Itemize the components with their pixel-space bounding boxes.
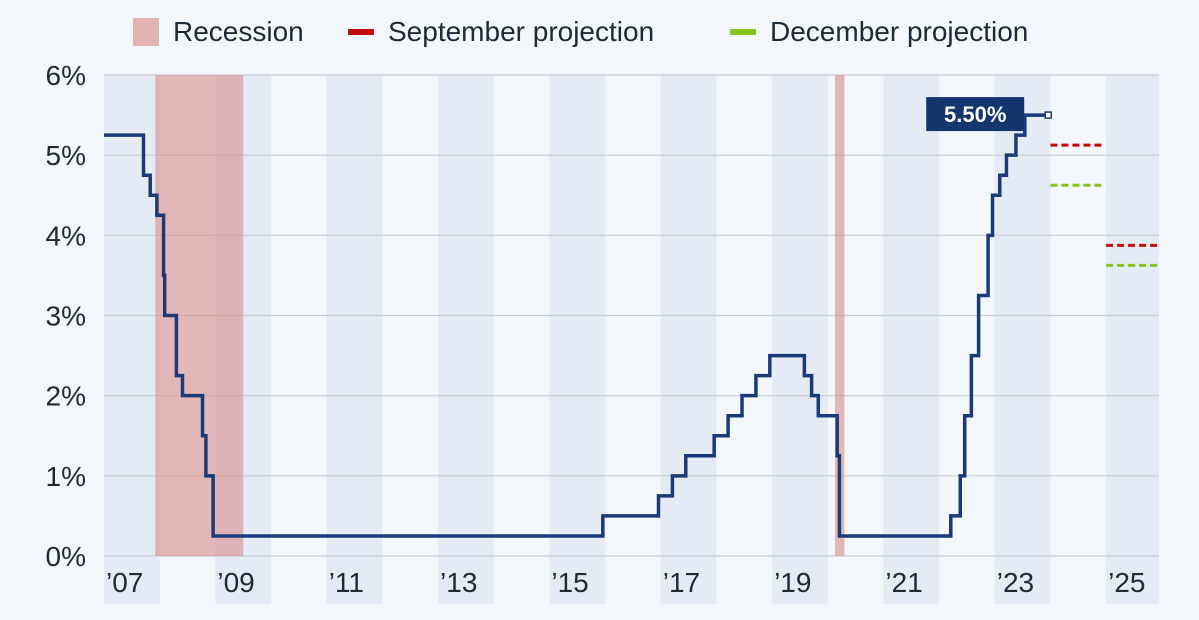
legend-item-december-projection: December projection [730,14,1028,50]
year-band [549,75,606,604]
y-tick-label: 4% [46,220,86,251]
year-band [326,75,383,604]
x-tick-label: ’21 [885,567,922,598]
rate-end-label: 5.50% [944,102,1006,127]
rate-end-marker [1044,111,1052,119]
legend-label: December projection [770,16,1029,47]
rate-end-label-box [926,97,1025,132]
legend-label: September projection [388,16,655,47]
legend-item-recession: Recession [133,14,304,50]
x-tick-label: ’09 [217,567,254,598]
y-tick-label: 0% [46,541,86,572]
x-tick-label: ’23 [997,567,1034,598]
year-band [772,75,828,604]
y-tick-label: 5% [46,140,86,171]
x-tick-label: ’25 [1108,567,1145,598]
year-band [660,75,717,604]
x-tick-label: ’11 [329,567,364,598]
year-band [438,75,494,604]
legend-swatch [348,29,374,35]
recession-band [834,75,845,556]
year-band [883,75,940,604]
legend-item-september-projection: September projection [348,14,654,50]
x-tick-label: ’19 [774,567,811,598]
y-tick-label: 3% [46,301,86,332]
year-band [1106,75,1159,604]
x-tick-label: ’13 [440,567,477,598]
chart-legend: Recession September projection December pr… [0,0,1199,66]
legend-label: Recession [173,16,304,47]
rate-line [104,113,1049,538]
x-tick-label: ’17 [663,567,700,598]
year-band [104,75,160,604]
y-tick-label: 2% [46,381,86,412]
y-tick-label: 6% [46,60,86,91]
legend-swatch [730,29,756,35]
y-tick-label: 1% [46,461,86,492]
x-tick-label: ’15 [551,567,588,598]
year-band [994,75,1051,604]
legend-swatch [133,18,159,46]
x-tick-label: ’07 [106,567,143,598]
